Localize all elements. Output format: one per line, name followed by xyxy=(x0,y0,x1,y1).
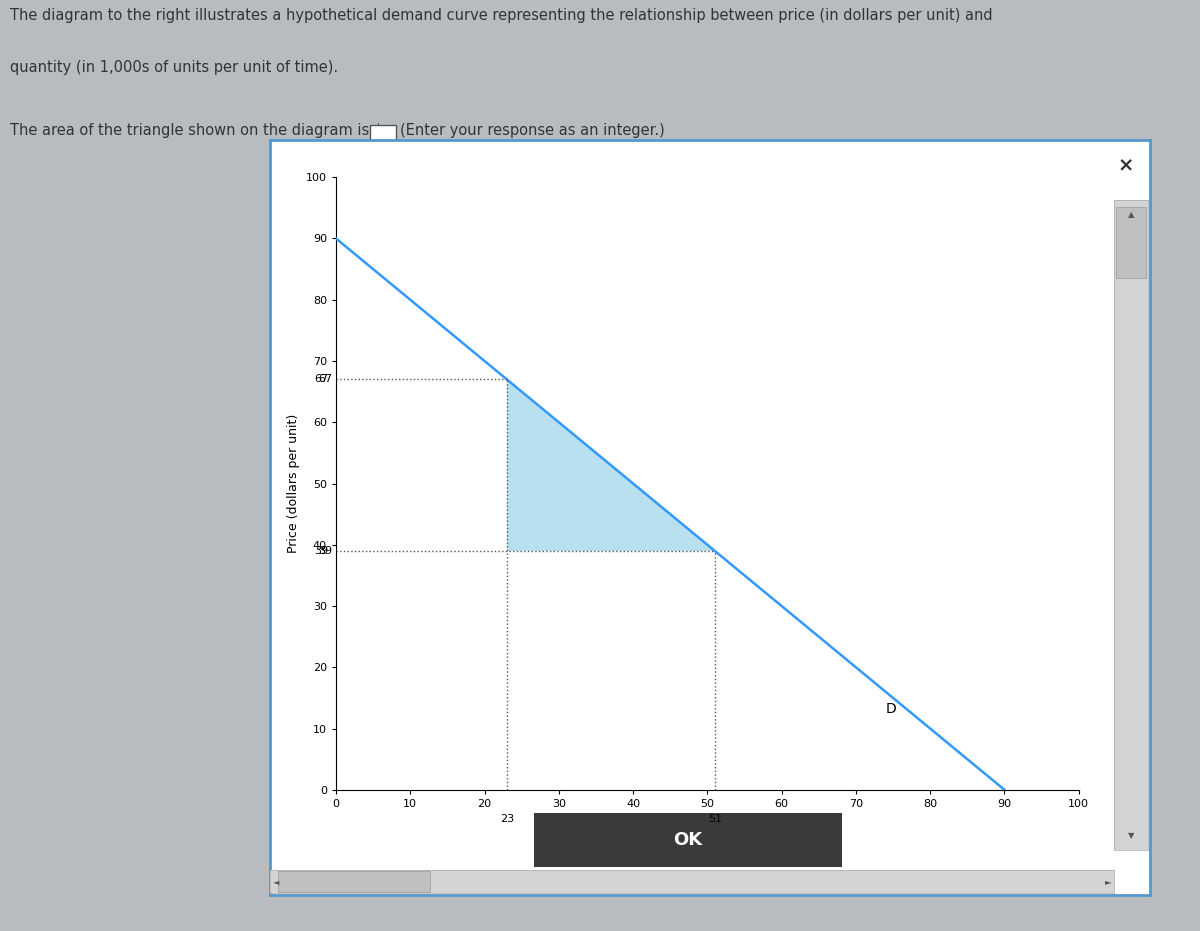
FancyBboxPatch shape xyxy=(370,125,396,156)
FancyBboxPatch shape xyxy=(1116,207,1146,278)
Y-axis label: Price (dollars per unit): Price (dollars per unit) xyxy=(288,414,300,553)
Text: 23: 23 xyxy=(499,815,514,824)
Polygon shape xyxy=(506,380,715,551)
Text: ►: ► xyxy=(1105,877,1111,886)
Text: 39: 39 xyxy=(318,546,332,556)
Text: The area of the triangle shown on the diagram is $: The area of the triangle shown on the di… xyxy=(10,124,383,139)
FancyBboxPatch shape xyxy=(278,871,431,892)
Text: 39: 39 xyxy=(314,546,329,556)
Text: ◄: ◄ xyxy=(272,877,280,886)
Text: 67: 67 xyxy=(318,374,332,385)
Text: ×: × xyxy=(1117,156,1134,176)
Text: D: D xyxy=(886,702,896,716)
FancyBboxPatch shape xyxy=(509,809,866,871)
Text: ▲: ▲ xyxy=(1128,210,1134,219)
Text: 51: 51 xyxy=(708,815,721,824)
Text: The diagram to the right illustrates a hypothetical demand curve representing th: The diagram to the right illustrates a h… xyxy=(10,8,992,23)
Text: (Enter your response as an integer.): (Enter your response as an integer.) xyxy=(400,124,665,139)
Text: ▼: ▼ xyxy=(1128,831,1134,840)
Text: 67: 67 xyxy=(314,374,329,385)
Text: OK: OK xyxy=(673,831,702,849)
Text: quantity (in 1,000s of units per unit of time).: quantity (in 1,000s of units per unit of… xyxy=(10,61,337,75)
